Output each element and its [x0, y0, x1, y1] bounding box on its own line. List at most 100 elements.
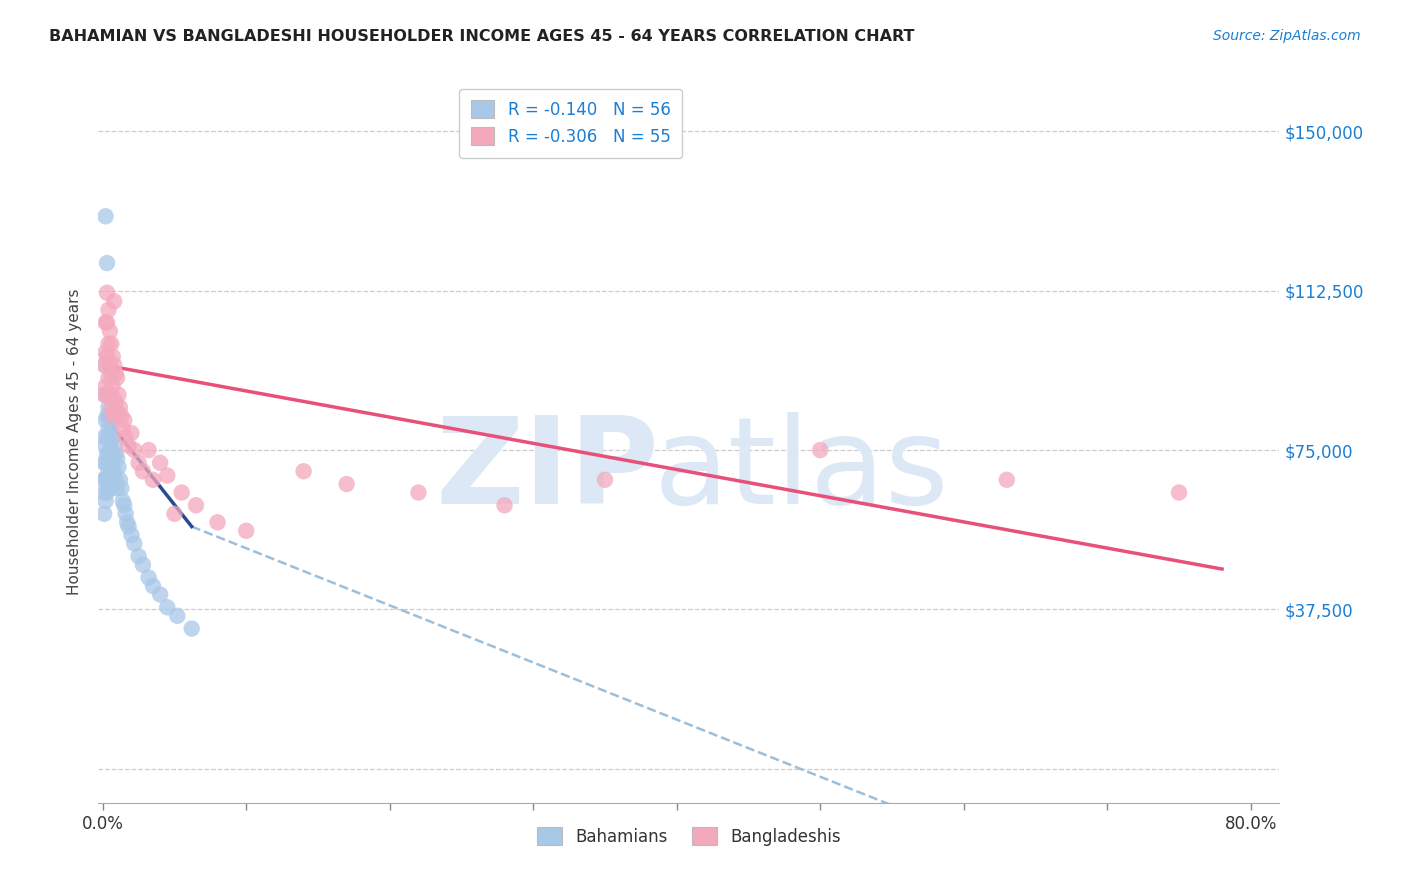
Point — [104, 367, 127, 381]
Point — [117, 519, 139, 533]
Point — [93, 430, 115, 444]
Point — [105, 371, 128, 385]
Point — [107, 388, 129, 402]
Point — [115, 516, 138, 530]
Point — [100, 367, 122, 381]
Point — [100, 443, 122, 458]
Point — [494, 498, 516, 512]
Point — [110, 481, 132, 495]
Point — [105, 451, 128, 466]
Point — [94, 345, 117, 359]
Point — [156, 600, 179, 615]
Point — [128, 456, 150, 470]
Text: Source: ZipAtlas.com: Source: ZipAtlas.com — [1213, 29, 1361, 43]
Point — [111, 494, 134, 508]
Point — [96, 256, 118, 270]
Point — [120, 425, 142, 440]
Point — [96, 350, 118, 364]
Point — [163, 507, 186, 521]
Point — [105, 481, 128, 495]
Point — [142, 579, 165, 593]
Point — [110, 409, 132, 423]
Point — [114, 430, 136, 444]
Point — [98, 324, 121, 338]
Point — [98, 481, 121, 495]
Point — [207, 516, 229, 530]
Point — [132, 464, 155, 478]
Point — [98, 434, 121, 449]
Point — [292, 464, 315, 478]
Point — [166, 608, 188, 623]
Point — [103, 392, 125, 406]
Point — [128, 549, 150, 564]
Point — [96, 468, 118, 483]
Point — [104, 447, 127, 461]
Point — [98, 388, 121, 402]
Point — [114, 507, 136, 521]
Point — [124, 443, 146, 458]
Point — [1168, 485, 1191, 500]
Point — [111, 422, 134, 436]
Point — [100, 422, 122, 436]
Point — [101, 430, 124, 444]
Point — [184, 498, 207, 512]
Point — [97, 422, 120, 436]
Point — [108, 473, 131, 487]
Point — [156, 468, 179, 483]
Point — [94, 209, 117, 223]
Point — [103, 294, 125, 309]
Point — [149, 456, 172, 470]
Point — [93, 456, 115, 470]
Point — [100, 401, 122, 415]
Point — [107, 460, 129, 475]
Point — [101, 350, 124, 364]
Point — [103, 464, 125, 478]
Legend: Bahamians, Bangladeshis: Bahamians, Bangladeshis — [530, 821, 848, 852]
Point — [149, 588, 172, 602]
Point — [96, 447, 118, 461]
Point — [93, 388, 115, 402]
Point — [593, 473, 616, 487]
Point — [138, 443, 160, 458]
Point — [100, 464, 122, 478]
Point — [101, 477, 124, 491]
Point — [170, 485, 193, 500]
Point — [96, 430, 118, 444]
Point — [98, 413, 121, 427]
Point — [101, 409, 124, 423]
Point — [336, 477, 359, 491]
Point — [104, 396, 127, 410]
Text: atlas: atlas — [654, 412, 949, 529]
Y-axis label: Householder Income Ages 45 - 64 years: Householder Income Ages 45 - 64 years — [67, 288, 83, 595]
Point — [142, 473, 165, 487]
Point — [96, 485, 118, 500]
Point — [124, 536, 146, 550]
Text: BAHAMIAN VS BANGLADESHI HOUSEHOLDER INCOME AGES 45 - 64 YEARS CORRELATION CHART: BAHAMIAN VS BANGLADESHI HOUSEHOLDER INCO… — [49, 29, 915, 44]
Text: ZIP: ZIP — [436, 412, 659, 529]
Point — [408, 485, 430, 500]
Point — [97, 371, 120, 385]
Point — [96, 316, 118, 330]
Point — [103, 439, 125, 453]
Point — [98, 456, 121, 470]
Point — [132, 558, 155, 572]
Point — [103, 358, 125, 372]
Point — [180, 622, 202, 636]
Point — [97, 401, 120, 415]
Point — [93, 473, 115, 487]
Point — [94, 388, 117, 402]
Point — [100, 336, 122, 351]
Point — [94, 473, 117, 487]
Point — [94, 494, 117, 508]
Point — [97, 302, 120, 317]
Point — [120, 528, 142, 542]
Point — [112, 498, 135, 512]
Point — [117, 439, 139, 453]
Point — [94, 379, 117, 393]
Point — [112, 413, 135, 427]
Point — [101, 451, 124, 466]
Point — [101, 379, 124, 393]
Point — [105, 405, 128, 419]
Point — [108, 401, 131, 415]
Point — [97, 336, 120, 351]
